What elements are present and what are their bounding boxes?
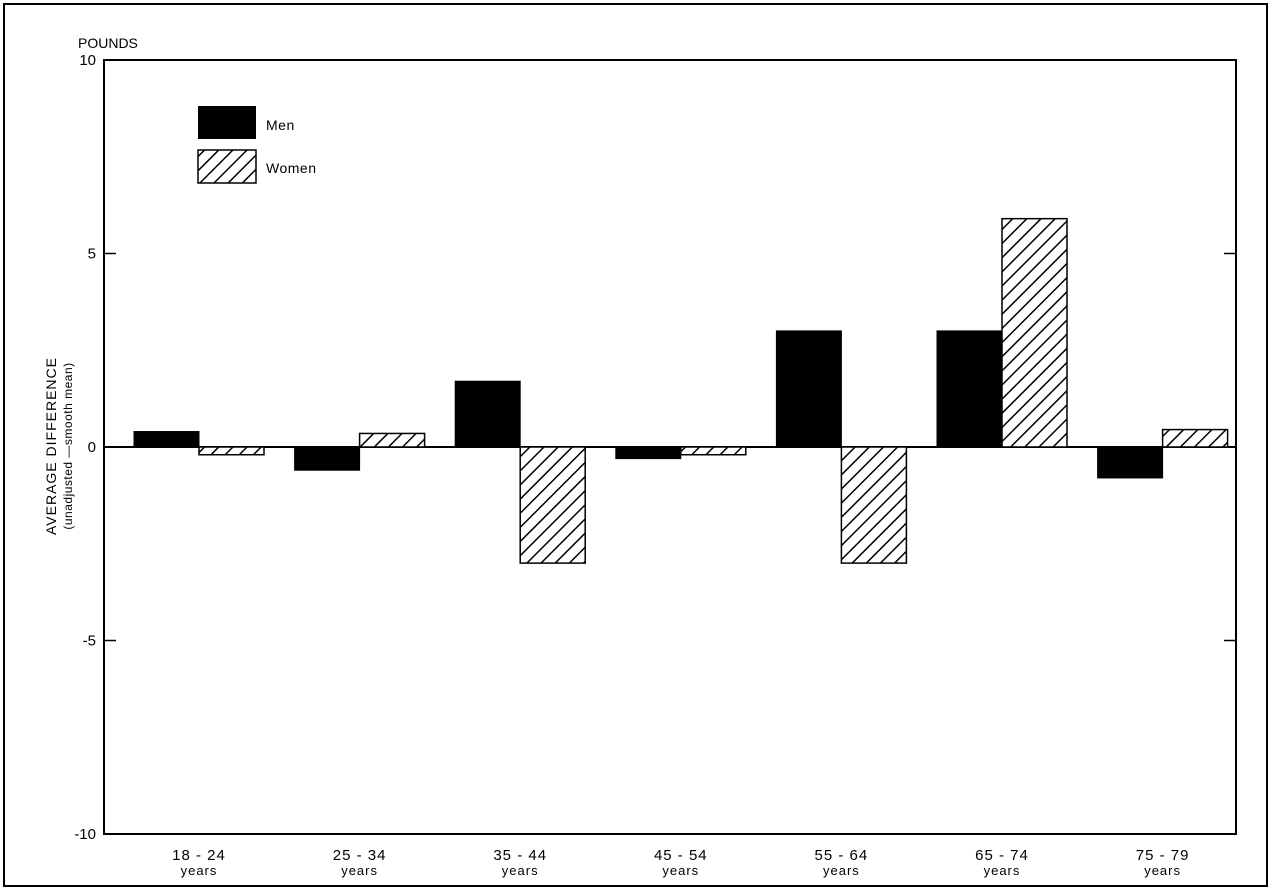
x-category-label: 55 - 64	[815, 847, 869, 864]
x-category-label: 45 - 54	[654, 847, 708, 864]
bar-women-3	[680, 446, 747, 456]
x-category-sublabel: years	[662, 863, 699, 878]
y-axis-title: AVERAGE DIFFERENCE (unadjusted —smooth m…	[43, 357, 75, 535]
bar-women-5	[1001, 217, 1068, 448]
y-tick-label: 5	[88, 246, 96, 263]
x-category-sublabel: years	[341, 863, 378, 878]
chart-frame	[3, 3, 1268, 887]
y-tick-label: 0	[88, 439, 96, 456]
x-category-sublabel: years	[984, 863, 1021, 878]
y-ticks: 10 5 0 -5 -10	[74, 52, 1236, 843]
y-tick-label: -10	[74, 826, 96, 843]
bar-women-4	[840, 446, 908, 564]
bar-women-1	[358, 432, 426, 448]
x-category-label: 35 - 44	[493, 847, 547, 864]
legend-label-men: Men	[266, 117, 295, 133]
bars	[133, 217, 1229, 564]
bar-men-1	[294, 446, 361, 471]
legend-swatch-men	[198, 106, 256, 139]
bar-men-2	[454, 380, 521, 448]
x-category-label: 65 - 74	[975, 847, 1029, 864]
y-unit-label: POUNDS	[78, 35, 138, 51]
bar-men-4	[775, 330, 842, 448]
x-category-sublabel: years	[823, 863, 860, 878]
bar-men-3	[615, 446, 682, 460]
bar-men-5	[936, 330, 1003, 448]
bar-men-0	[133, 431, 200, 448]
y-tick-label: -5	[83, 633, 96, 650]
bar-women-0	[198, 446, 265, 456]
x-category-label: 25 - 34	[333, 847, 387, 864]
legend: Men Women	[197, 106, 316, 184]
bar-women-2	[519, 446, 586, 564]
y-axis-sublabel: (unadjusted —smooth mean)	[61, 362, 75, 529]
bar-men-6	[1097, 446, 1164, 479]
x-category-sublabel: years	[1144, 863, 1181, 878]
x-category-label: 18 - 24	[172, 847, 226, 864]
y-tick-label: 10	[79, 52, 96, 69]
legend-swatch-women	[197, 149, 257, 184]
y-axis-label: AVERAGE DIFFERENCE	[43, 357, 59, 535]
bar-women-6	[1161, 428, 1229, 448]
x-category-label: 75 - 79	[1136, 847, 1190, 864]
x-category-sublabel: years	[502, 863, 539, 878]
x-category-sublabel: years	[181, 863, 218, 878]
legend-label-women: Women	[266, 160, 316, 176]
